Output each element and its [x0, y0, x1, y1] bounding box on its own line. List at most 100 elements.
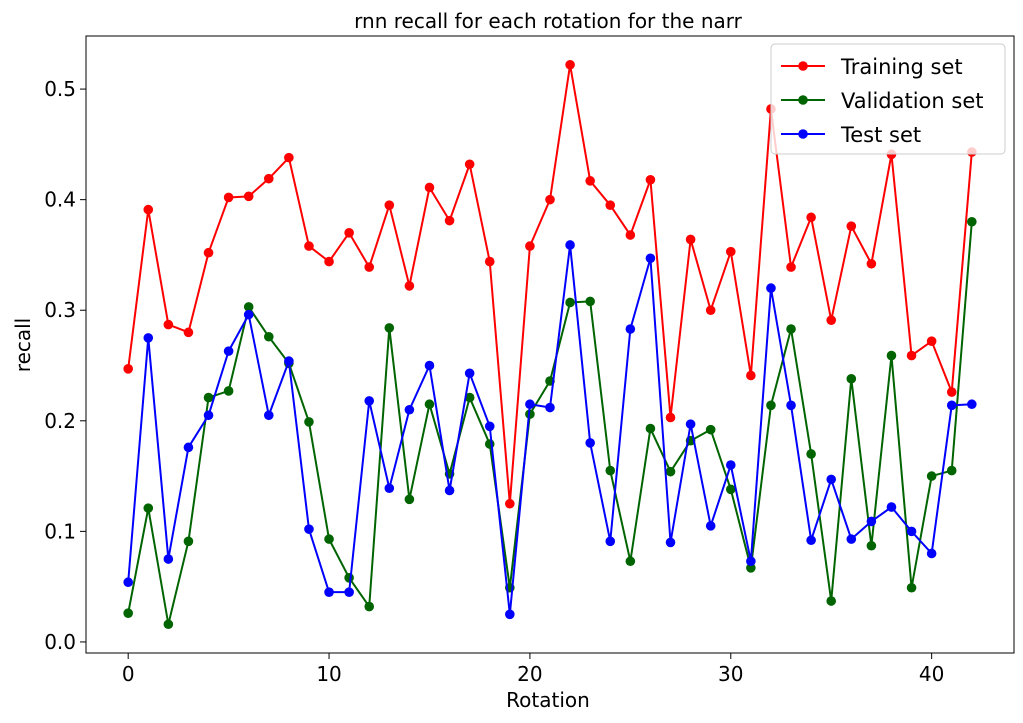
validation-set-point: [404, 494, 415, 505]
legend-label-validation-set: Validation set: [841, 89, 983, 113]
validation-set-point: [143, 503, 154, 513]
y-axis: 0.0 0.1 0.2 0.3 0.4 0.5: [44, 77, 86, 654]
validation-set-point: [484, 439, 495, 449]
validation-set-point: [725, 484, 736, 495]
training-set-point: [946, 387, 957, 397]
test-set-point: [424, 360, 435, 371]
training-set-point: [866, 258, 877, 269]
test-set-point: [746, 556, 756, 567]
x-axis: 0 10 20 30 40: [122, 653, 944, 686]
validation-set-point: [585, 296, 595, 307]
training-set-point: [484, 256, 495, 267]
test-set-point: [203, 410, 214, 421]
training-set-point: [685, 234, 696, 245]
legend-item-test-set: Test set: [781, 123, 921, 147]
test-set-point: [786, 400, 796, 411]
training-set-point: [223, 192, 234, 203]
training-set-point: [665, 412, 676, 423]
test-set-point: [384, 483, 395, 494]
test-set-point: [826, 474, 837, 485]
validation-set-point: [304, 417, 314, 427]
validation-set-point: [183, 536, 194, 547]
chart-title: rnn recall for each rotation for the nar…: [354, 9, 742, 33]
test-set-point: [545, 402, 555, 413]
training-set-point: [645, 174, 656, 185]
test-set-point: [123, 577, 133, 588]
legend-marker-training-set: [798, 61, 808, 71]
test-set-point: [866, 516, 877, 527]
test-set-point: [625, 324, 636, 334]
validation-set-point: [223, 386, 234, 396]
training-set-point: [846, 221, 857, 231]
test-set-point: [846, 534, 857, 544]
x-tick-label: 0: [122, 662, 135, 686]
test-set-point: [284, 356, 294, 366]
validation-set-point: [625, 556, 636, 567]
training-set-point: [545, 194, 555, 205]
training-set-point: [263, 173, 274, 184]
training-set-point: [625, 230, 636, 240]
validation-set-point: [866, 540, 877, 551]
plot-frame: [85, 35, 1015, 654]
training-set-point: [183, 327, 194, 338]
training-set-point: [384, 200, 395, 210]
validation-set-point: [806, 449, 816, 459]
training-set-point: [424, 182, 435, 193]
test-set-point: [464, 368, 475, 379]
training-set-point: [203, 247, 214, 258]
training-set-point: [705, 305, 716, 316]
validation-set-point: [203, 392, 214, 403]
validation-set-point: [926, 471, 937, 481]
test-set-point: [304, 524, 314, 534]
legend-box: [770, 43, 1006, 155]
validation-set-point: [906, 582, 917, 593]
test-set-point: [565, 240, 575, 250]
test-set-point: [605, 536, 616, 547]
test-set-point: [223, 346, 234, 356]
training-set-point: [444, 215, 455, 226]
training-set-point: [826, 315, 837, 325]
validation-set-point: [424, 399, 435, 410]
test-set-point: [243, 309, 254, 320]
validation-set-point: [946, 465, 957, 476]
training-set-series: [123, 59, 977, 509]
test-set-point: [525, 399, 535, 410]
validation-set-point: [766, 400, 776, 411]
test-set-point: [364, 396, 375, 406]
test-set-series: [123, 240, 977, 620]
training-set-point: [906, 350, 917, 361]
y-tick-label: 0.0: [44, 630, 76, 654]
legend: Training set Validation set Test set: [770, 43, 1006, 155]
test-set-point: [685, 419, 696, 429]
validation-set-point: [324, 534, 334, 544]
test-set-point: [645, 253, 656, 264]
test-set-point: [183, 442, 194, 453]
legend-marker-test-set: [798, 129, 808, 139]
validation-set-point: [645, 423, 656, 434]
validation-set-point: [243, 302, 254, 312]
training-set-point: [605, 200, 616, 210]
training-set-point: [123, 364, 133, 374]
test-set-point: [725, 460, 736, 470]
test-set-point: [404, 404, 415, 415]
training-set-point: [163, 319, 174, 330]
training-set-point: [404, 281, 415, 291]
training-set-point: [565, 59, 575, 70]
test-set-point: [163, 554, 174, 564]
legend-item-training-set: Training set: [781, 55, 963, 79]
series-layer: [123, 59, 977, 630]
x-tick-label: 40: [919, 662, 944, 686]
y-tick-label: 0.3: [44, 298, 76, 322]
validation-set-point: [605, 465, 616, 476]
validation-set-point: [665, 466, 676, 477]
x-axis-title: Rotation: [506, 688, 590, 712]
validation-set-point: [846, 373, 857, 384]
test-set-point: [766, 283, 776, 293]
validation-set-point: [384, 323, 395, 333]
test-set-point: [263, 410, 274, 421]
y-tick-label: 0.2: [44, 409, 76, 433]
training-set-point: [505, 498, 515, 509]
training-set-point: [284, 152, 294, 163]
training-set-point: [926, 336, 937, 346]
